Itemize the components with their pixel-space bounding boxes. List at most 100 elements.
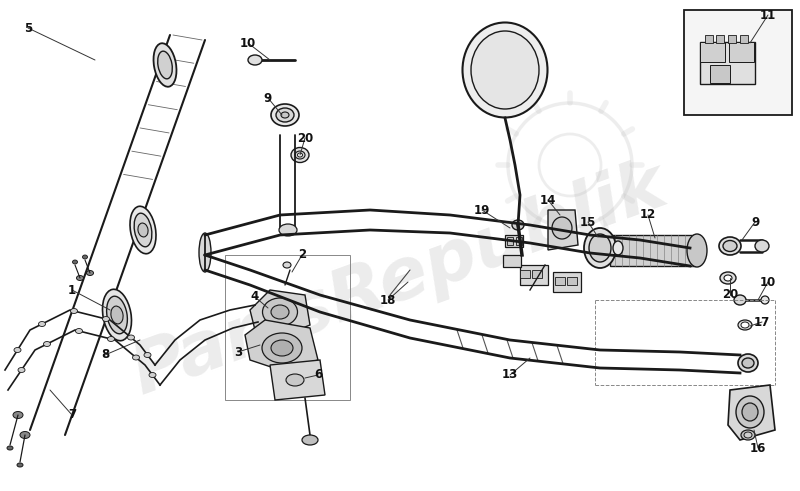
- Bar: [700, 42, 725, 62]
- Text: 20: 20: [297, 132, 313, 144]
- Ellipse shape: [127, 335, 134, 340]
- Text: 17: 17: [754, 316, 770, 328]
- Ellipse shape: [133, 355, 139, 360]
- Ellipse shape: [279, 224, 297, 236]
- Text: 12: 12: [640, 209, 656, 221]
- Ellipse shape: [154, 43, 177, 87]
- Ellipse shape: [199, 233, 211, 272]
- Bar: [710, 65, 730, 83]
- Bar: [507, 237, 513, 245]
- Ellipse shape: [613, 241, 623, 255]
- Ellipse shape: [295, 151, 305, 159]
- Bar: [684, 10, 792, 115]
- Text: 19: 19: [474, 203, 490, 217]
- Text: 5: 5: [24, 22, 32, 34]
- Ellipse shape: [158, 51, 172, 79]
- Text: 13: 13: [502, 369, 518, 382]
- Bar: [503, 255, 521, 267]
- Ellipse shape: [742, 403, 758, 421]
- Ellipse shape: [734, 295, 746, 305]
- Polygon shape: [548, 210, 578, 250]
- Text: 20: 20: [722, 289, 738, 301]
- Text: 3: 3: [234, 346, 242, 358]
- Text: 7: 7: [68, 409, 76, 421]
- Ellipse shape: [43, 342, 50, 347]
- Ellipse shape: [720, 272, 736, 284]
- Ellipse shape: [742, 358, 754, 368]
- Ellipse shape: [102, 289, 131, 341]
- Ellipse shape: [462, 23, 547, 117]
- Ellipse shape: [20, 432, 30, 438]
- Polygon shape: [270, 360, 325, 400]
- Ellipse shape: [291, 147, 309, 163]
- Ellipse shape: [7, 446, 13, 450]
- Ellipse shape: [106, 296, 127, 334]
- Ellipse shape: [271, 104, 299, 126]
- Bar: [505, 235, 523, 247]
- Bar: [728, 35, 736, 43]
- Bar: [516, 237, 522, 245]
- Ellipse shape: [286, 374, 304, 386]
- Ellipse shape: [738, 320, 752, 330]
- Ellipse shape: [761, 296, 769, 304]
- Bar: [716, 35, 724, 43]
- Ellipse shape: [687, 234, 707, 267]
- Bar: [567, 277, 577, 285]
- Ellipse shape: [73, 260, 78, 264]
- Ellipse shape: [82, 255, 87, 259]
- Bar: [555, 277, 565, 285]
- Text: 6: 6: [314, 369, 322, 382]
- Ellipse shape: [471, 31, 539, 109]
- Text: 15: 15: [580, 216, 596, 228]
- Text: 18: 18: [380, 294, 396, 306]
- Text: 9: 9: [751, 216, 759, 228]
- Ellipse shape: [262, 298, 298, 326]
- Text: 10: 10: [240, 36, 256, 50]
- Ellipse shape: [107, 336, 114, 342]
- Ellipse shape: [736, 396, 764, 428]
- Ellipse shape: [589, 234, 611, 262]
- Ellipse shape: [38, 322, 46, 327]
- Ellipse shape: [298, 153, 302, 157]
- Ellipse shape: [741, 430, 755, 440]
- Bar: [532, 270, 542, 278]
- Ellipse shape: [283, 262, 291, 268]
- Ellipse shape: [276, 108, 294, 122]
- Ellipse shape: [723, 241, 737, 251]
- Ellipse shape: [111, 306, 123, 324]
- Ellipse shape: [271, 340, 293, 356]
- Text: 4: 4: [251, 291, 259, 303]
- Ellipse shape: [744, 432, 752, 438]
- Polygon shape: [728, 385, 775, 440]
- Bar: [520, 270, 530, 278]
- Ellipse shape: [512, 220, 524, 230]
- Bar: [700, 42, 755, 84]
- Text: 1: 1: [68, 283, 76, 297]
- Bar: [610, 235, 695, 266]
- Ellipse shape: [144, 353, 151, 357]
- Ellipse shape: [302, 435, 318, 445]
- Text: 16: 16: [750, 441, 766, 455]
- Bar: [553, 272, 581, 292]
- Ellipse shape: [719, 237, 741, 255]
- Ellipse shape: [130, 206, 156, 254]
- Ellipse shape: [248, 55, 262, 65]
- Ellipse shape: [738, 354, 758, 372]
- Ellipse shape: [724, 275, 732, 281]
- Ellipse shape: [741, 322, 749, 328]
- Text: PartsRepublik: PartsRepublik: [123, 151, 677, 409]
- Ellipse shape: [75, 328, 82, 333]
- Ellipse shape: [18, 367, 25, 373]
- Ellipse shape: [138, 223, 148, 237]
- Ellipse shape: [17, 463, 23, 467]
- Ellipse shape: [584, 228, 616, 268]
- Ellipse shape: [271, 305, 289, 319]
- Bar: [729, 42, 754, 62]
- Ellipse shape: [86, 271, 94, 275]
- Ellipse shape: [134, 213, 152, 247]
- Text: 11: 11: [760, 8, 776, 22]
- Ellipse shape: [281, 112, 289, 118]
- Polygon shape: [245, 320, 318, 370]
- Ellipse shape: [70, 308, 78, 313]
- Bar: [520, 265, 548, 285]
